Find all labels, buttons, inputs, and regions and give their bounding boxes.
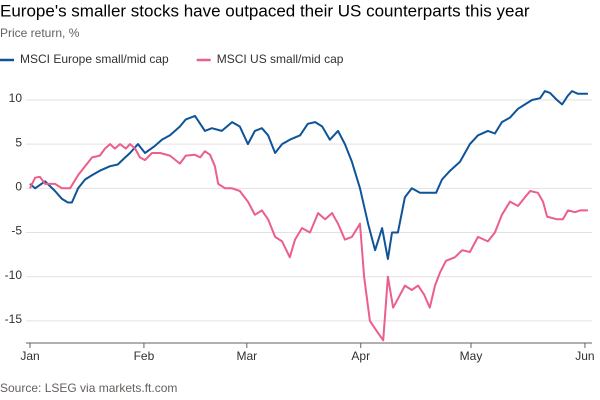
series-line: [29, 90, 588, 260]
y-tick-label: 5: [15, 135, 22, 149]
x-tick-label: May: [460, 349, 483, 363]
y-tick-label: 0: [15, 180, 22, 194]
x-tick-label: Mar: [236, 349, 257, 363]
x-tick-label: Apr: [351, 349, 370, 363]
y-tick-label: 10: [9, 91, 23, 105]
x-tick-label: Jun: [575, 349, 594, 363]
legend-label: MSCI US small/mid cap: [217, 52, 344, 66]
y-tick-label: -5: [11, 224, 22, 238]
legend-label: MSCI Europe small/mid cap: [20, 52, 169, 66]
y-tick-label: -10: [5, 268, 23, 282]
chart-title: Europe's smaller stocks have outpaced th…: [0, 1, 530, 20]
x-tick-label: Feb: [134, 349, 155, 363]
series-line: [29, 143, 588, 342]
source: Source: LSEG via markets.ft.com: [0, 381, 177, 395]
x-tick-label: Jan: [20, 349, 39, 363]
chart-subtitle: Price return, %: [0, 26, 80, 40]
y-tick-label: -15: [5, 312, 23, 326]
